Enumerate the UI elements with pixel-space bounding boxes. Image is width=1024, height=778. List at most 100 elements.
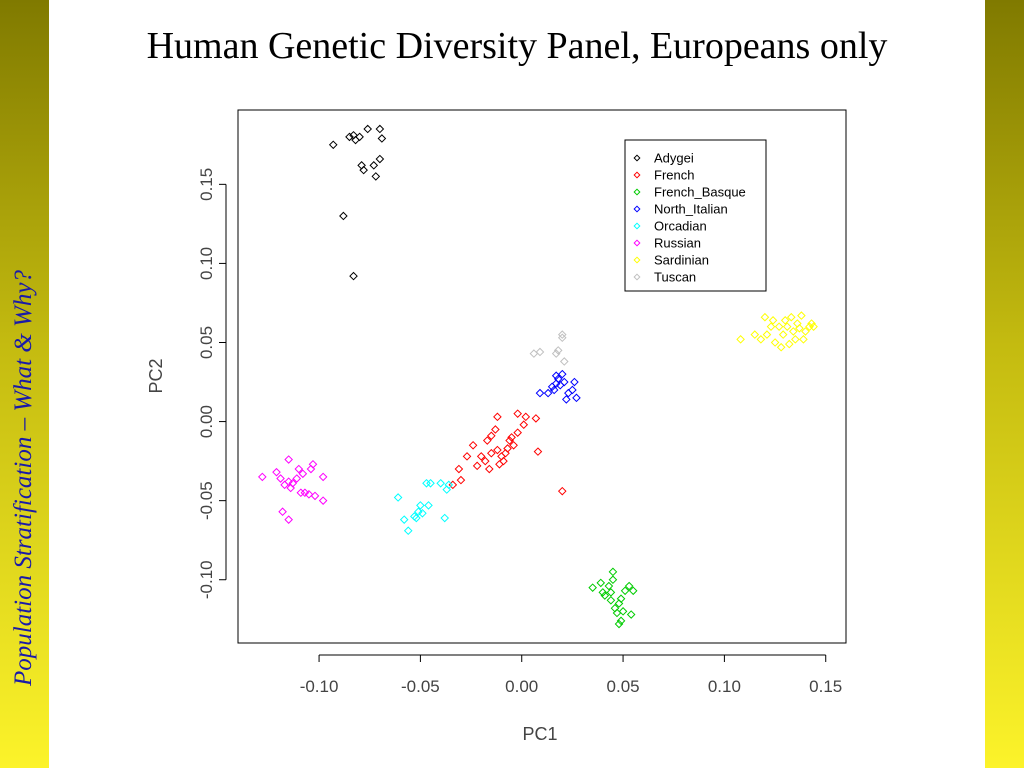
legend-marker (633, 273, 641, 281)
data-point (795, 323, 804, 333)
data-point (799, 335, 808, 344)
legend-label: French_Basque (654, 185, 746, 200)
series-french (448, 409, 567, 496)
data-point (476, 452, 486, 461)
data-point (604, 581, 614, 591)
legend-label: Orcadian (654, 219, 707, 234)
data-point (568, 385, 577, 395)
data-point (484, 464, 494, 474)
data-point (606, 588, 616, 597)
y-tick-label: -0.05 (197, 481, 216, 520)
data-point (426, 478, 435, 488)
data-point (462, 452, 472, 461)
legend-marker (633, 154, 641, 162)
data-point (284, 455, 293, 464)
data-point (300, 488, 310, 498)
data-point (598, 588, 608, 597)
data-point (495, 459, 504, 469)
data-point (487, 448, 496, 458)
data-point (503, 444, 512, 453)
data-point (624, 581, 634, 591)
data-point (499, 456, 508, 466)
data-point (310, 491, 320, 501)
data-point (456, 475, 466, 485)
legend-marker (633, 222, 641, 230)
legend-item: North_Italian (633, 202, 728, 217)
data-point (784, 339, 794, 349)
data-point (363, 124, 373, 134)
data-point (801, 327, 810, 336)
legend-marker (633, 188, 641, 196)
data-point (628, 586, 638, 596)
data-point (480, 456, 490, 466)
data-point (535, 388, 545, 398)
data-point (422, 478, 431, 488)
data-point (766, 322, 776, 331)
data-point (786, 312, 796, 322)
data-point (616, 616, 626, 626)
data-point (339, 211, 348, 221)
right-decorative-band (985, 0, 1024, 768)
data-point (278, 507, 287, 517)
legend-marker (633, 171, 641, 179)
data-point (519, 420, 529, 430)
data-point (809, 322, 818, 331)
data-point (588, 583, 597, 592)
data-point (399, 515, 409, 524)
x-axis: -0.10 -0.05 0.00 0.05 0.10 0.15 (300, 654, 842, 696)
series-sardinian (736, 311, 818, 352)
data-point (557, 333, 567, 343)
legend-item: Tuscan (633, 270, 696, 285)
data-point (298, 469, 308, 479)
x-tick-label: -0.05 (401, 677, 440, 696)
data-point (288, 478, 298, 488)
data-point (304, 490, 314, 499)
data-point (491, 425, 500, 434)
y-tick-label: 0.15 (197, 168, 216, 201)
data-point (791, 335, 800, 344)
data-point (505, 436, 514, 445)
data-point (416, 501, 425, 510)
data-point (345, 132, 354, 142)
data-point (570, 377, 579, 387)
data-point (468, 440, 478, 450)
data-point (626, 610, 636, 619)
data-point (543, 388, 553, 398)
data-point (507, 433, 516, 442)
data-point (529, 349, 539, 358)
data-point (760, 312, 770, 322)
data-point (521, 412, 531, 422)
legend-item: French (633, 168, 694, 183)
data-point (440, 513, 450, 523)
data-point (375, 124, 385, 134)
data-point (572, 393, 581, 403)
data-point (557, 486, 567, 496)
data-point (375, 154, 385, 164)
data-point (553, 346, 563, 355)
data-point (272, 467, 281, 477)
data-point (762, 330, 772, 339)
data-point (454, 464, 464, 474)
data-point (608, 567, 618, 577)
data-point (535, 347, 545, 357)
data-point (284, 477, 293, 486)
left-decorative-band (0, 0, 49, 768)
data-point (736, 335, 745, 344)
data-point (768, 316, 778, 325)
data-point (807, 319, 816, 328)
data-point (258, 472, 267, 482)
data-point (292, 474, 302, 483)
data-point (328, 140, 338, 150)
series-tuscan (529, 330, 569, 366)
x-tick-label: 0.10 (708, 677, 741, 696)
data-point (562, 395, 571, 404)
data-point (448, 480, 458, 490)
data-point (284, 515, 293, 524)
data-point (472, 461, 482, 471)
points-layer (258, 124, 818, 629)
data-point (444, 480, 454, 490)
data-point (780, 316, 790, 325)
data-point (487, 431, 496, 441)
y-tick-label: 0.10 (197, 247, 216, 280)
data-point (403, 526, 413, 536)
